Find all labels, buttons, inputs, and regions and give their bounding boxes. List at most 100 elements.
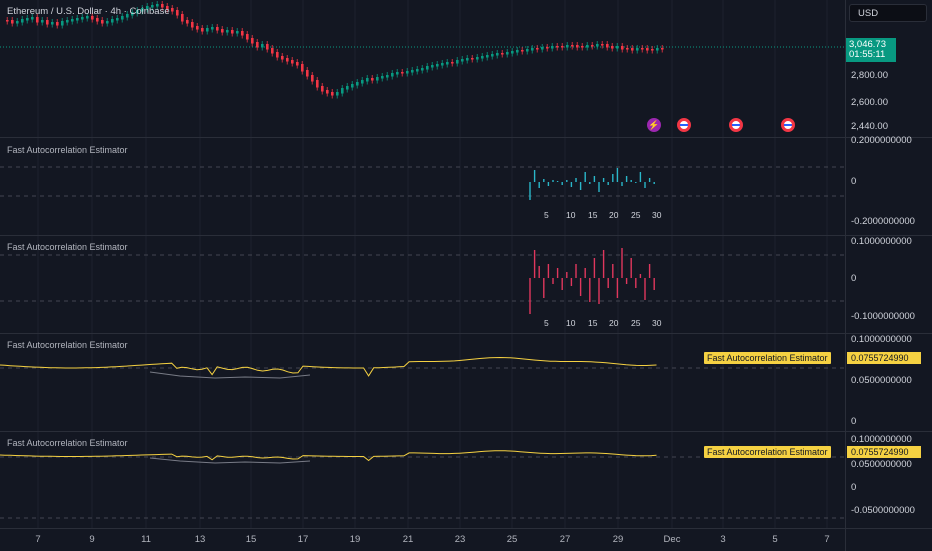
candle-body [291, 60, 294, 64]
axis-corner [845, 528, 932, 551]
candle-body [396, 72, 399, 75]
pane-axis-label: -0.2000000000 [851, 216, 915, 227]
candle-body [331, 92, 334, 96]
candle-body [211, 27, 214, 30]
candle-body [171, 8, 174, 12]
candle-body [276, 52, 279, 58]
candle-body [446, 62, 449, 65]
candle-body [151, 5, 154, 8]
series-name-tag: Fast Autocorrelation Estimator [704, 352, 831, 364]
us-flag-icon[interactable] [729, 118, 743, 132]
lag-label: 20 [609, 210, 619, 220]
candle-body [471, 58, 474, 60]
candle-body [206, 28, 209, 32]
candle-body [191, 22, 194, 28]
candle-body [521, 50, 524, 52]
candle-body [406, 71, 409, 74]
candle-body [316, 80, 319, 88]
candle-body [616, 46, 619, 49]
time-label: 17 [297, 534, 309, 545]
pane-axis-label: 0.0500000000 [851, 459, 912, 470]
candle-body [156, 4, 159, 7]
lag-label: 25 [631, 318, 641, 328]
candle-body [21, 19, 24, 23]
series-value-tag: 0.0755724990 [847, 352, 921, 364]
pane-separator[interactable] [0, 137, 932, 138]
candle-body [566, 45, 569, 48]
pane-4-title[interactable]: Fast Autocorrelation Estimator [7, 438, 128, 448]
candle-body [626, 48, 629, 50]
candle-body [11, 20, 14, 24]
pane-separator[interactable] [0, 431, 932, 432]
candle-body [116, 18, 119, 21]
pane-axis-label: -0.1000000000 [851, 311, 915, 322]
pane-axis-label: 0 [851, 416, 857, 427]
candle-body [466, 58, 469, 61]
candle-body [531, 48, 534, 51]
pane-axis-label: 0.1000000000 [851, 334, 912, 345]
candle-body [436, 64, 439, 67]
candle-body [636, 48, 639, 51]
candle-body [476, 57, 479, 60]
us-flag-icon[interactable] [677, 118, 691, 132]
candle-body [481, 56, 484, 59]
currency-button[interactable]: USD [849, 4, 927, 22]
candle-body [66, 20, 69, 23]
candle-body [246, 34, 249, 40]
candle-body [401, 72, 404, 74]
candle-body [36, 17, 39, 23]
pane-separator[interactable] [0, 235, 932, 236]
candle-body [631, 48, 634, 51]
price-axis[interactable]: USD 3,046.73 01:55:11 2,800.00 2,600.00 … [845, 0, 932, 528]
candle-body [296, 62, 299, 66]
candle-body [336, 92, 339, 96]
pane-separator[interactable] [0, 333, 932, 334]
time-label: Dec [663, 534, 681, 545]
chart-canvas[interactable] [0, 0, 845, 528]
time-label: 23 [454, 534, 466, 545]
candle-body [216, 27, 219, 31]
candle-body [231, 30, 234, 34]
estimator-line-low [149, 371, 311, 379]
candle-body [226, 30, 229, 33]
candle-body [496, 53, 499, 56]
pane-2-title[interactable]: Fast Autocorrelation Estimator [7, 242, 128, 252]
candle-body [121, 16, 124, 20]
candle-body [26, 18, 29, 21]
candle-body [261, 44, 264, 48]
candle-body [351, 84, 354, 88]
candle-body [136, 10, 139, 14]
time-axis[interactable] [0, 528, 845, 551]
candle-body [96, 18, 99, 22]
symbol-title[interactable]: Ethereum / U.S. Dollar · 4h · Coinbase [7, 6, 170, 17]
us-flag-icon[interactable] [781, 118, 795, 132]
time-label: 29 [612, 534, 624, 545]
candle-body [41, 20, 44, 23]
pane-1-title[interactable]: Fast Autocorrelation Estimator [7, 145, 128, 155]
lag-label: 5 [544, 210, 549, 220]
candle-body [576, 45, 579, 48]
lightning-icon[interactable]: ⚡ [647, 118, 661, 132]
candle-body [221, 29, 224, 33]
candle-body [391, 73, 394, 77]
chart-area[interactable]: Ethereum / U.S. Dollar · 4h · Coinbase F… [0, 0, 845, 528]
candle-body [326, 90, 329, 94]
candle-body [526, 49, 529, 52]
candle-body [661, 48, 664, 50]
pane-axis-label: 0 [851, 176, 857, 187]
candle-body [321, 86, 324, 92]
candle-body [591, 45, 594, 47]
time-label: 5 [772, 534, 778, 545]
candle-body [6, 20, 9, 22]
bar-countdown: 01:55:11 [849, 49, 886, 60]
candle-body [411, 70, 414, 73]
candle-body [596, 44, 599, 47]
candle-body [451, 62, 454, 64]
candle-body [236, 31, 239, 34]
candle-body [61, 21, 64, 26]
pane-3-title[interactable]: Fast Autocorrelation Estimator [7, 340, 128, 350]
candle-body [621, 46, 624, 50]
lag-label: 10 [566, 210, 576, 220]
candle-body [301, 64, 304, 72]
